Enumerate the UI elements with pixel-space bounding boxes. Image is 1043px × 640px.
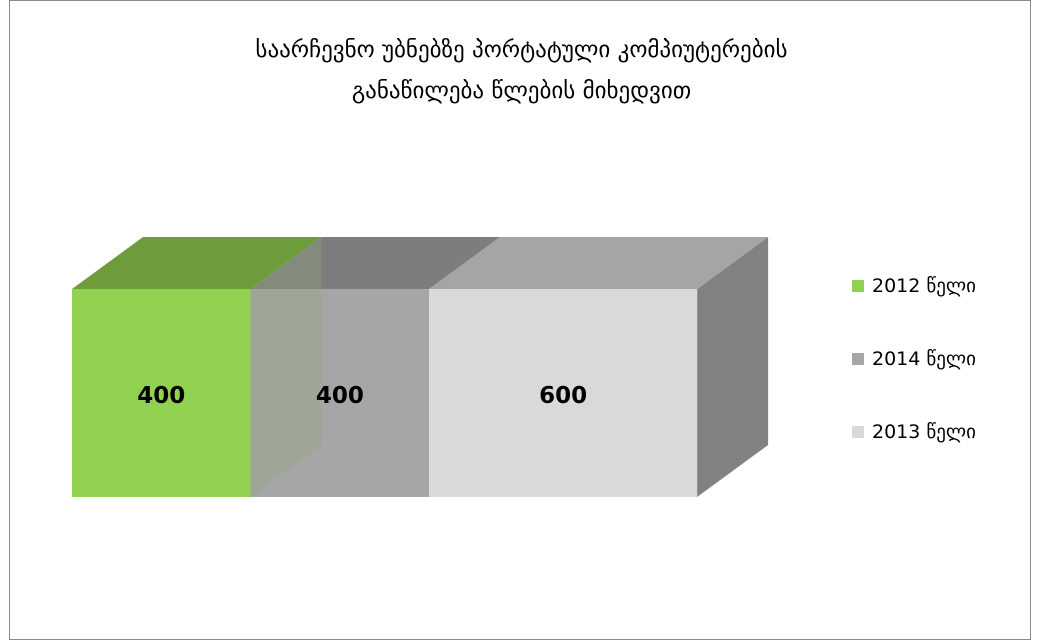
legend-swatch-2012 [852, 280, 864, 292]
bar-top-face-2012 [72, 237, 322, 289]
legend-swatch-2014 [852, 353, 864, 365]
bar-top-face-2014 [250, 237, 501, 289]
data-label-2012: 400 [137, 383, 185, 409]
chart-title-line-2: განაწილება წლების მიხედვით [351, 78, 692, 104]
chart-title: საარჩევნო უბნებზე პორტატული კომპიუტერები… [0, 30, 1043, 112]
stacked-bar-plot: 400 400 600 [72, 237, 769, 497]
legend-label-2014: 2014 წელი [872, 348, 976, 370]
legend: 2012 წელი 2014 წელი 2013 წელი [852, 266, 976, 485]
legend-item-2014: 2014 წელი [852, 339, 976, 379]
legend-item-2012: 2012 წელი [852, 266, 976, 306]
legend-label-2012: 2012 წელი [872, 275, 976, 297]
bar-segment-2012-inner-side [250, 237, 322, 497]
bar-segment-2012 [72, 289, 251, 497]
data-label-2014: 400 [316, 383, 364, 409]
legend-label-2013: 2013 წელი [872, 421, 976, 443]
legend-swatch-2013 [852, 426, 864, 438]
legend-item-2013: 2013 წელი [852, 412, 976, 452]
bar-segment-2014 [250, 289, 430, 497]
chart-title-line-1: საარჩევნო უბნებზე პორტატული კომპიუტერები… [255, 37, 788, 63]
bar-top-face-2013 [429, 237, 769, 289]
bar-side-face [697, 237, 769, 497]
data-label-2013: 600 [539, 383, 587, 409]
bar-segment-2013 [429, 289, 698, 497]
